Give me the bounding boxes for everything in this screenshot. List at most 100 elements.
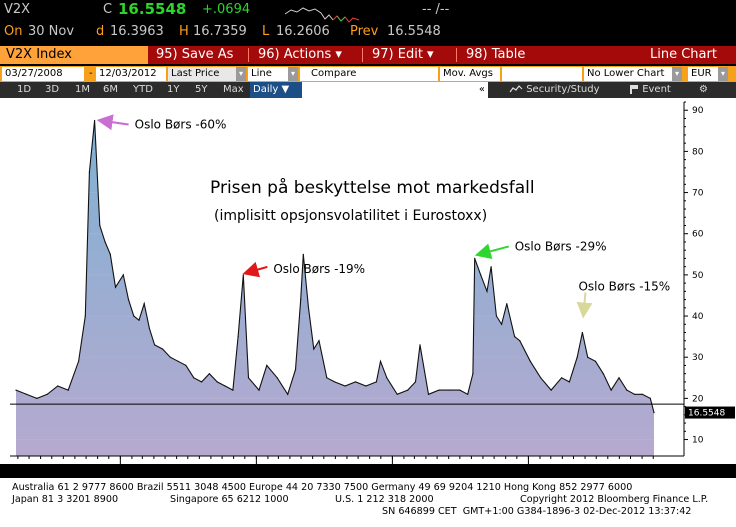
data-point	[396, 393, 398, 395]
data-point	[133, 315, 135, 317]
data-point	[490, 266, 492, 268]
function-bar: V2X Index 95) Save As 96) Actions ▾ 97) …	[0, 46, 736, 64]
data-point	[472, 373, 474, 375]
prev-label: Prev	[350, 24, 379, 39]
data-point	[114, 286, 117, 288]
price-type-dropdown-icon[interactable]: ▾	[236, 67, 246, 81]
actions-menu[interactable]: 96) Actions ▾	[258, 47, 342, 62]
on-label: On	[4, 24, 23, 39]
range-6m[interactable]: 6M	[103, 84, 118, 95]
data-point	[201, 381, 203, 383]
y-tick-label: 90	[692, 106, 704, 116]
event-label: Event	[642, 84, 671, 95]
data-point	[109, 253, 111, 255]
range-1m[interactable]: 1M	[75, 84, 90, 95]
range-1y[interactable]: 1Y	[167, 84, 180, 95]
series-line	[15, 120, 655, 413]
data-point	[414, 381, 417, 383]
lower-chart-dropdown-icon[interactable]: ▾	[672, 67, 682, 81]
low-label: L	[262, 24, 270, 39]
date-dash: -	[89, 68, 93, 79]
data-point	[67, 389, 69, 391]
quote-date: 30 Nov	[28, 24, 75, 39]
last-label: C	[103, 2, 113, 17]
volatility-chart: 10203040506070809016.5548200820092010201…	[10, 101, 735, 464]
currency-select[interactable]: EUR	[688, 67, 718, 81]
start-date-field[interactable]: 03/27/2008	[2, 67, 84, 81]
end-date-field[interactable]: 12/03/2012	[96, 67, 166, 81]
save-as-button[interactable]: 95) Save As	[156, 47, 234, 62]
data-point	[148, 327, 150, 329]
blank-setting-field[interactable]	[502, 67, 582, 81]
data-point	[448, 389, 450, 391]
data-point	[287, 393, 289, 395]
price-type-select[interactable]: Last Price	[168, 67, 236, 81]
chart-style-dropdown-icon[interactable]: ▾	[288, 67, 298, 81]
chart-style-select[interactable]: Line	[248, 67, 288, 81]
data-point	[581, 331, 584, 334]
annotation-label: Oslo Børs -19%	[273, 262, 365, 276]
quote-header: V2X C 16.5548 +.0694 -- /-- On 30 Nov d …	[0, 0, 736, 44]
mov-avgs-field[interactable]: Mov. Avgs	[440, 67, 500, 81]
security-study-button[interactable]: Security/Study	[506, 82, 603, 98]
data-point	[300, 299, 302, 301]
toolbar-collapse[interactable]: «	[302, 82, 488, 98]
event-button[interactable]: Event	[626, 82, 674, 98]
range-5y[interactable]: 5Y	[195, 84, 208, 95]
security-ticker[interactable]: V2X Index	[0, 46, 148, 64]
y-tick-label: 70	[692, 189, 704, 199]
annotation-arrow	[474, 243, 510, 260]
annotation-arrow	[96, 114, 129, 131]
annotation-label: Oslo Børs -60%	[135, 118, 227, 132]
contact-us: U.S. 1 212 318 2000	[335, 494, 434, 505]
annotation-label: Oslo Børs -29%	[515, 239, 607, 253]
data-point	[326, 377, 328, 379]
data-point	[185, 364, 187, 366]
compare-field[interactable]: Compare	[308, 67, 438, 81]
low-price: 16.2606	[276, 24, 330, 39]
data-point	[57, 385, 59, 387]
prev-price: 16.5548	[387, 24, 441, 39]
data-point	[354, 381, 357, 383]
data-point	[365, 385, 367, 387]
data-point	[276, 377, 278, 379]
data-point	[379, 360, 382, 362]
data-point	[344, 385, 346, 387]
quote-ticker: V2X	[4, 2, 31, 17]
data-point	[474, 257, 476, 259]
edit-menu[interactable]: 97) Edit ▾	[372, 47, 434, 62]
data-point	[438, 389, 440, 391]
data-point	[641, 393, 644, 395]
data-point	[587, 356, 589, 358]
data-point	[127, 299, 130, 301]
range-1d[interactable]: 1D	[17, 84, 32, 95]
settings-gear-icon[interactable]: ⚙	[699, 84, 708, 95]
period-select[interactable]: Daily ▼	[250, 82, 304, 98]
annotation-label: Oslo Børs -15%	[578, 280, 670, 294]
range-3d[interactable]: 3D	[45, 84, 60, 95]
data-point	[307, 307, 310, 309]
data-point	[550, 389, 552, 391]
data-point	[486, 290, 488, 292]
data-point	[427, 393, 430, 395]
data-point	[232, 389, 234, 391]
contact-line-1: Australia 61 2 9777 8600 Brazil 5511 304…	[12, 482, 633, 493]
last-value-flag	[685, 406, 735, 419]
data-point	[540, 377, 542, 379]
high-price: 16.7359	[193, 24, 247, 39]
blank-field: -- /--	[422, 2, 450, 17]
settings-row: 03/27/2008 - 12/03/2012 Last Price ▾ Lin…	[0, 66, 736, 82]
serial-timestamp: SN 646899 CET GMT+1:00 G384-1896-3 02-De…	[382, 506, 692, 517]
data-point	[594, 360, 597, 362]
compare-checkbox[interactable]	[300, 67, 308, 81]
data-point	[177, 360, 179, 362]
currency-dropdown-icon[interactable]: ▾	[718, 67, 728, 81]
table-button[interactable]: 98) Table	[466, 47, 526, 62]
event-flag-icon	[630, 85, 638, 94]
range-ytd[interactable]: YTD	[133, 84, 153, 95]
range-max[interactable]: Max	[223, 84, 244, 95]
lower-chart-select[interactable]: No Lower Chart	[584, 67, 672, 81]
sparkline	[284, 7, 360, 23]
data-point	[99, 224, 101, 227]
data-point	[576, 356, 578, 358]
